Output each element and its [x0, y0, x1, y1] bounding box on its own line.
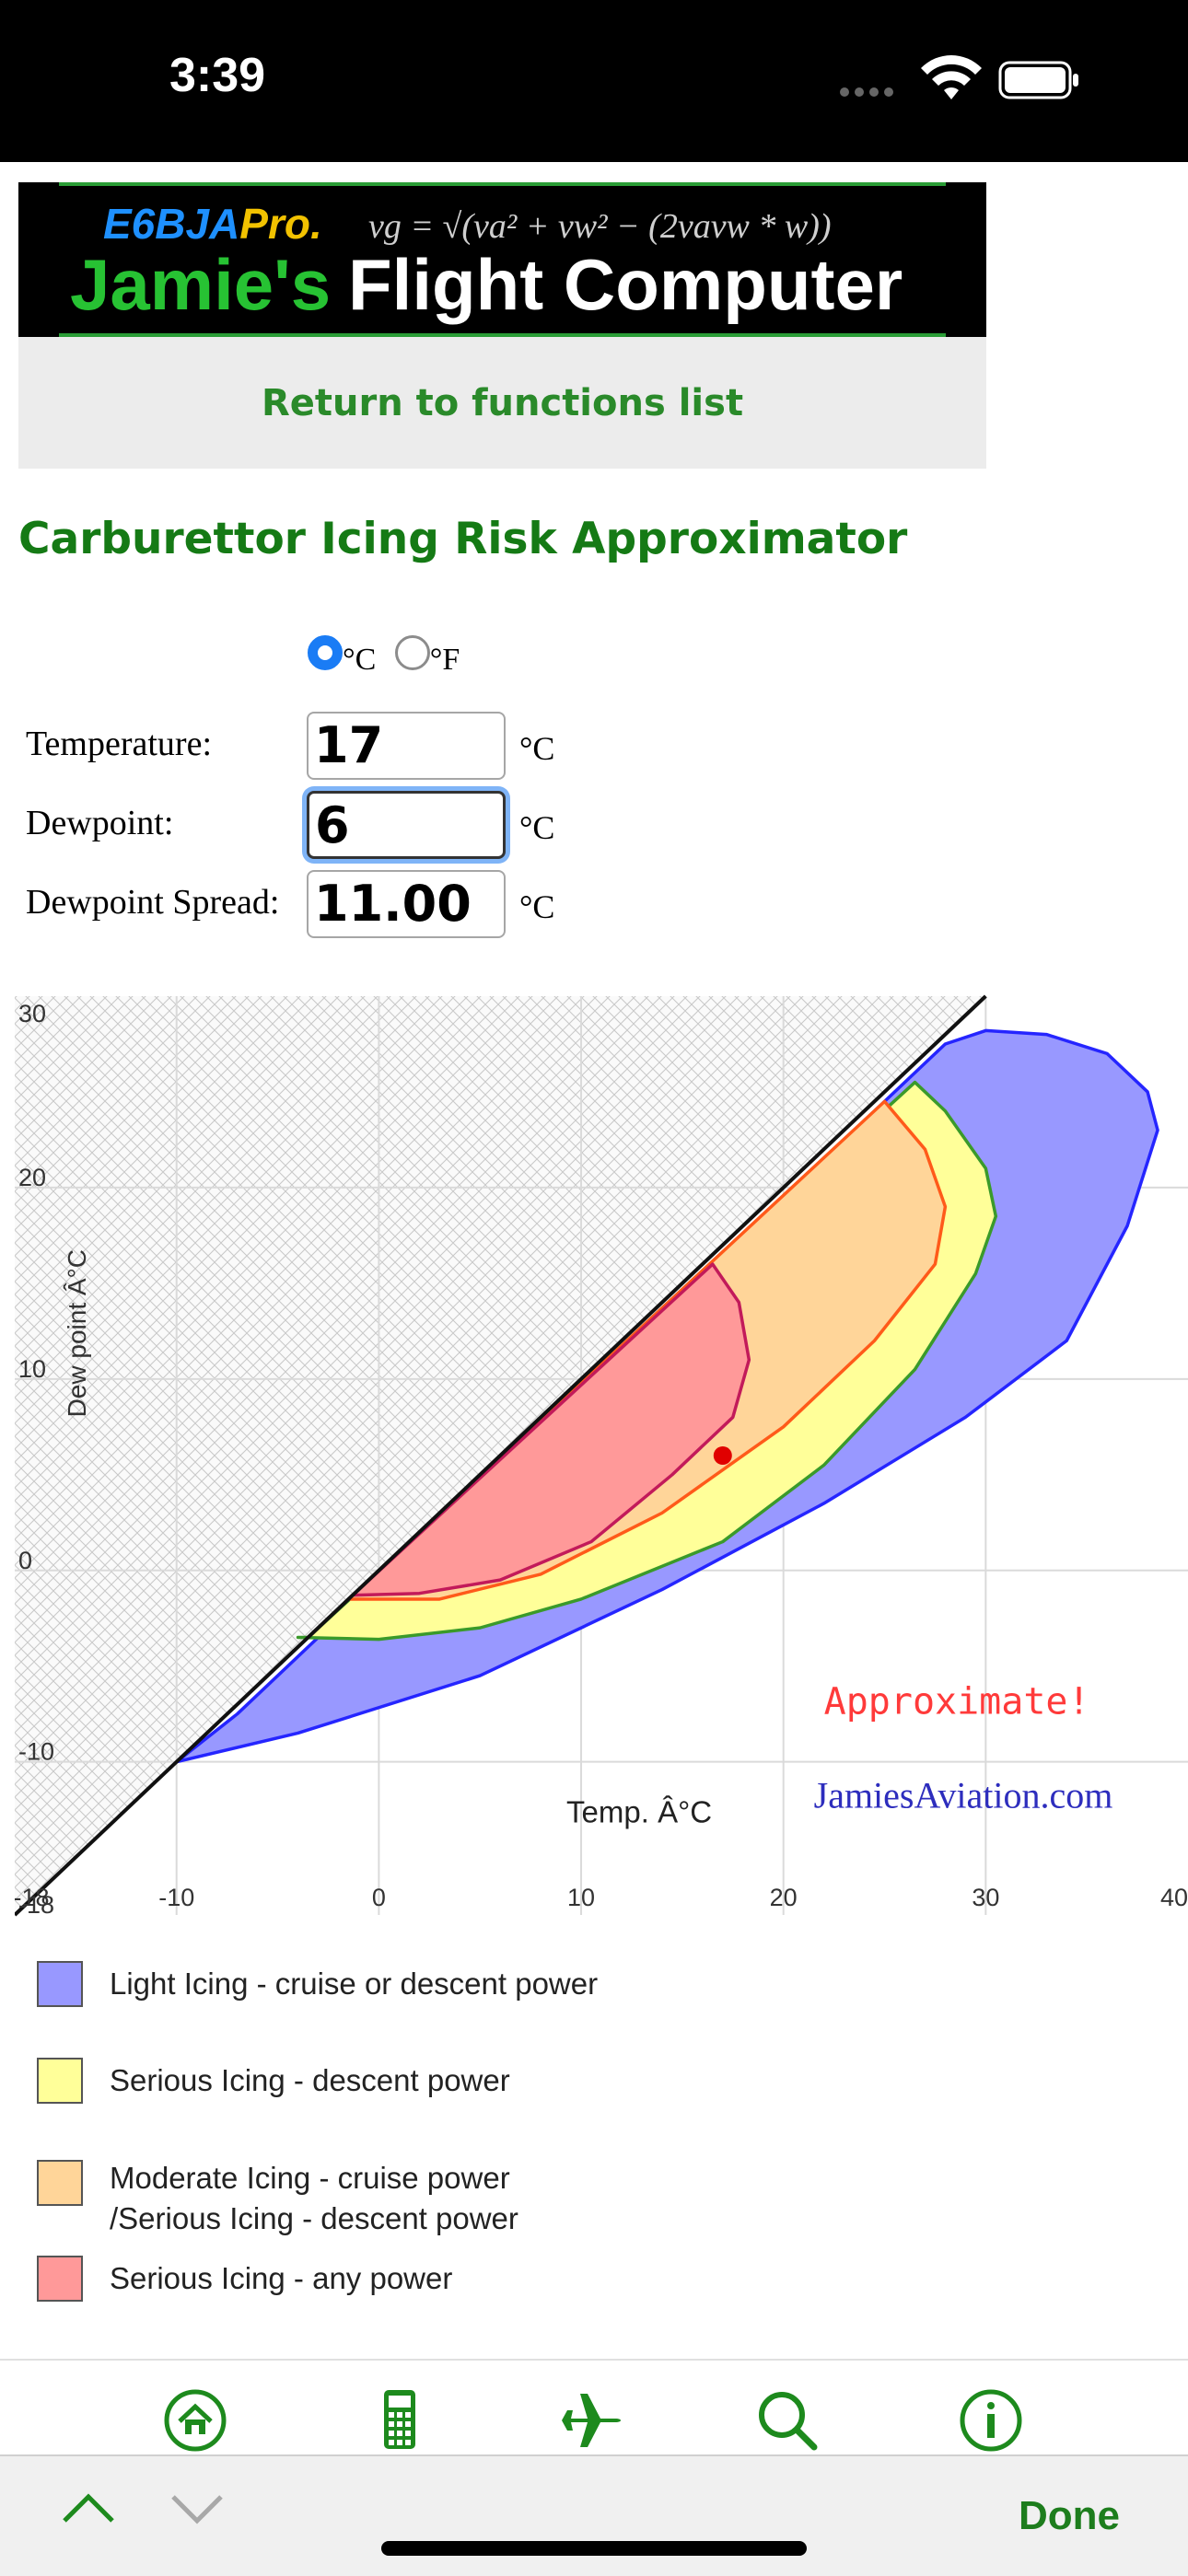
status-bar: 3:39: [0, 0, 1188, 162]
dewpoint-spread-input[interactable]: 11.00: [307, 870, 506, 938]
dewpoint-label: Dewpoint:: [26, 804, 174, 842]
dewpoint-spread-label: Dewpoint Spread:: [26, 883, 280, 922]
chevron-down-icon[interactable]: [169, 2489, 225, 2526]
x-tick-label: 30: [972, 1884, 999, 1911]
airplane-icon[interactable]: [553, 2388, 623, 2453]
x-tick-label: -18: [15, 1884, 50, 1911]
dewpoint-spread-unit: °C: [519, 888, 555, 925]
cellular-signal-icon: [840, 83, 899, 100]
chart-ticks: -18 -10 0 10 20 30 40 30 20 10 0 -10 -18: [15, 1000, 1188, 1919]
temperature-unit: °C: [519, 730, 555, 767]
legend-swatch: [37, 1961, 83, 2007]
unit-selector: °C °F: [308, 633, 460, 677]
legend-swatch: [37, 2256, 83, 2302]
legend-swatch: [37, 2160, 83, 2206]
temperature-label: Temperature:: [26, 725, 213, 763]
x-tick-label: -10: [158, 1884, 194, 1911]
legend-label: Serious Icing - any power: [110, 2261, 453, 2295]
y-tick-label: 10: [18, 1355, 46, 1383]
return-to-functions-button[interactable]: Return to functions list: [18, 337, 986, 469]
battery-icon: [998, 61, 1078, 99]
legend-label-line2: /Serious Icing - descent power: [110, 2201, 518, 2235]
celsius-label: °C: [343, 643, 377, 677]
fahrenheit-label: °F: [429, 643, 460, 677]
chart-xlabel: Temp. Â°C: [566, 1794, 712, 1828]
banner-brand: E6BJAPro.: [103, 200, 322, 248]
tab-bar: [0, 2359, 1188, 2456]
done-button[interactable]: Done: [1019, 2493, 1120, 2538]
legend-label: Serious Icing - descent power: [110, 2063, 510, 2097]
dewpoint-unit: °C: [519, 809, 555, 846]
x-tick-label: 10: [567, 1884, 595, 1911]
icing-risk-chart: -18 -10 0 10 20 30 40 30 20 10 0 -10 -18 Temp. Â°C D…: [15, 985, 1188, 1920]
banner-title-flight-computer: Flight Computer: [348, 244, 903, 325]
saturation-line: [15, 994, 987, 1917]
banner-title-jamies: Jamie's: [70, 244, 332, 325]
calculator-icon[interactable]: [367, 2388, 432, 2453]
chart-annotation: Approximate!: [824, 1681, 1090, 1723]
wifi-icon: [921, 55, 982, 99]
y-tick-label: 0: [18, 1547, 32, 1574]
celsius-radio[interactable]: [308, 635, 343, 671]
info-icon[interactable]: [959, 2388, 1023, 2453]
banner-formula: vg = √(va² + vw² − (2vavw * w)): [368, 207, 832, 246]
region-serious-any: [351, 1262, 751, 1597]
x-tick-label: 40: [1160, 1884, 1188, 1911]
legend-swatch: [37, 2058, 83, 2104]
chart-regions: [15, 994, 1159, 1917]
chart-watermark: JamiesAviation.com: [814, 1775, 1113, 1816]
status-time: 3:39: [169, 49, 266, 102]
home-icon[interactable]: [163, 2388, 227, 2453]
chart-ylabel: Dew point Â°C: [63, 1249, 91, 1417]
dewpoint-input[interactable]: 6: [307, 791, 506, 859]
home-indicator: [381, 2541, 807, 2556]
y-tick-label: -18: [18, 1891, 54, 1919]
y-tick-label: -10: [18, 1738, 54, 1766]
x-tick-label: 0: [372, 1884, 386, 1911]
chevron-up-icon[interactable]: [61, 2489, 116, 2526]
legend-label: Light Icing - cruise or descent power: [110, 1967, 599, 2001]
search-icon[interactable]: [755, 2388, 820, 2453]
temperature-input[interactable]: 17: [307, 712, 506, 780]
app-banner: E6BJAPro. vg = √(va² + vw² − (2vavw * w)…: [18, 182, 986, 337]
input-accessory-toolbar: Done: [0, 2454, 1188, 2576]
chart-point-current: [713, 1446, 732, 1465]
legend-label: Moderate Icing - cruise power: [110, 2161, 510, 2195]
page-title: Carburettor Icing Risk Approximator: [18, 514, 908, 564]
x-tick-label: 20: [770, 1884, 798, 1911]
y-tick-label: 30: [18, 1000, 46, 1027]
fahrenheit-radio[interactable]: [394, 635, 430, 671]
y-tick-label: 20: [18, 1164, 46, 1191]
